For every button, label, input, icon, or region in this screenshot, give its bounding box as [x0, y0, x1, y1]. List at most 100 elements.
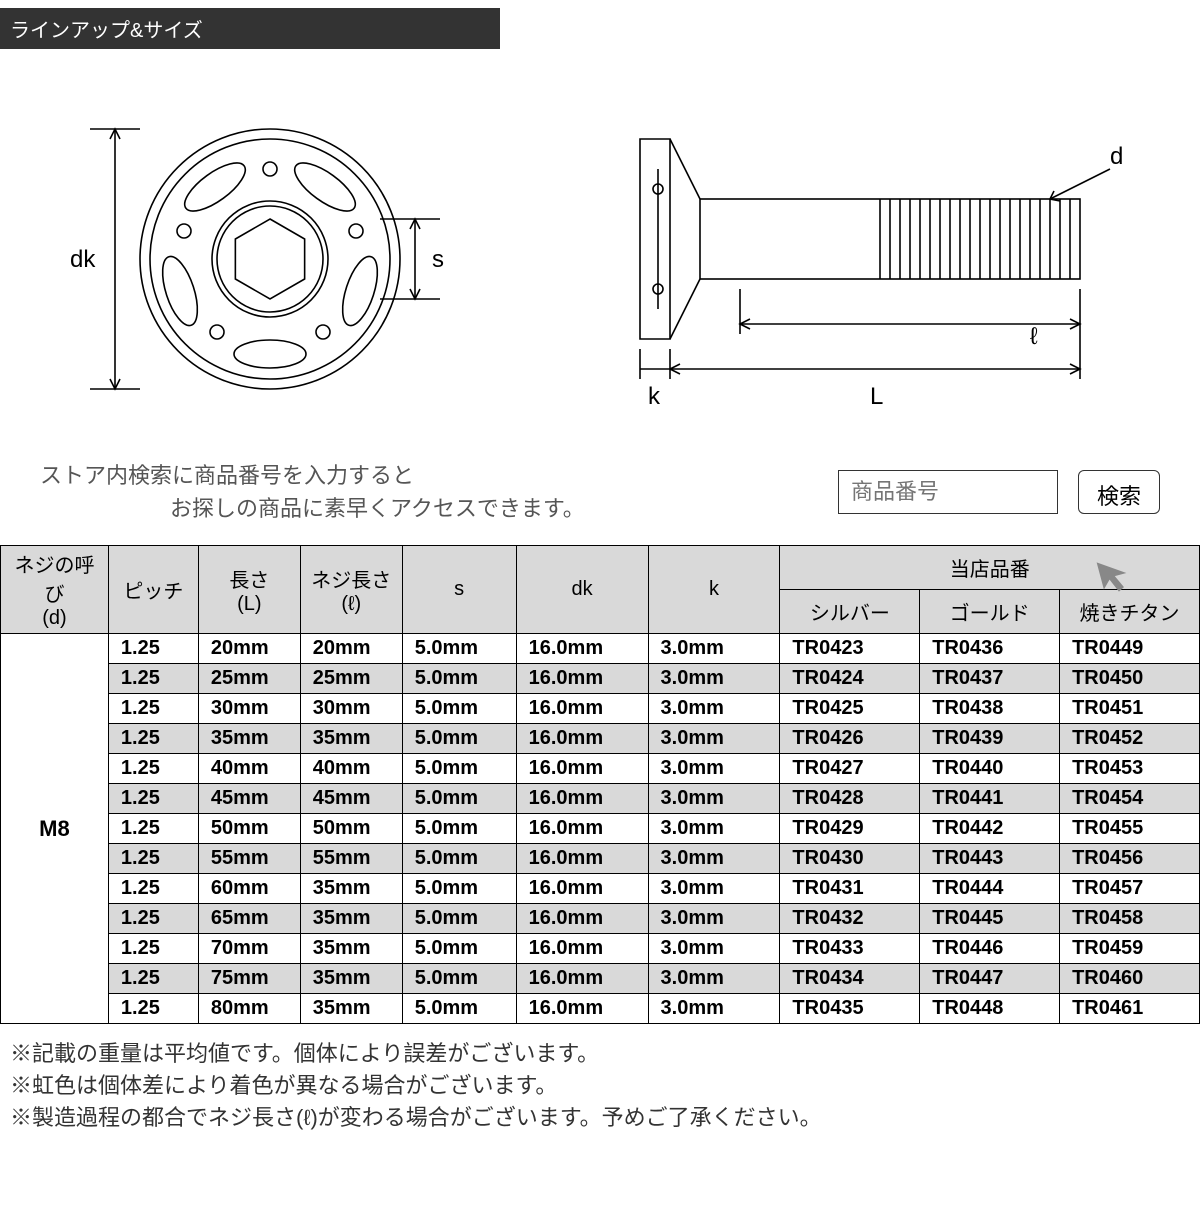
table-row: 1.2565mm35mm5.0mm16.0mm3.0mmTR0432TR0445…	[1, 904, 1200, 934]
th-gold: ゴールド	[920, 590, 1060, 634]
cell-l: 20mm	[300, 634, 402, 664]
th-dk: dk	[516, 546, 648, 634]
th-l: ネジ長さ (ℓ)	[300, 546, 402, 634]
search-hint: ストア内検索に商品番号を入力すると お探しの商品に素早くアクセスできます。	[40, 459, 818, 525]
cell-l: 35mm	[300, 904, 402, 934]
cell-silver: TR0423	[780, 634, 920, 664]
cell-k: 3.0mm	[648, 874, 780, 904]
cell-l: 50mm	[300, 814, 402, 844]
cell-s: 5.0mm	[402, 784, 516, 814]
note-line: ※虹色は個体差により着色が異なる場合がございます。	[10, 1070, 1190, 1102]
cell-L: 35mm	[198, 724, 300, 754]
cell-gold: TR0441	[920, 784, 1060, 814]
cell-pitch: 1.25	[108, 784, 198, 814]
cell-silver: TR0428	[780, 784, 920, 814]
product-number-input[interactable]	[838, 470, 1058, 514]
search-button[interactable]: 検索	[1078, 470, 1160, 514]
cell-gold: TR0438	[920, 694, 1060, 724]
cell-s: 5.0mm	[402, 814, 516, 844]
cell-gold: TR0447	[920, 964, 1060, 994]
cell-L: 20mm	[198, 634, 300, 664]
table-row: M81.2520mm20mm5.0mm16.0mm3.0mmTR0423TR04…	[1, 634, 1200, 664]
cell-pitch: 1.25	[108, 664, 198, 694]
table-row: 1.2545mm45mm5.0mm16.0mm3.0mmTR0428TR0441…	[1, 784, 1200, 814]
cell-gold: TR0446	[920, 934, 1060, 964]
th-d: ネジの呼び (d)	[1, 546, 109, 634]
search-area: ストア内検索に商品番号を入力すると お探しの商品に素早くアクセスできます。 検索	[0, 459, 1200, 545]
cell-s: 5.0mm	[402, 664, 516, 694]
cell-titanium: TR0459	[1060, 934, 1200, 964]
th-s: s	[402, 546, 516, 634]
cell-titanium: TR0456	[1060, 844, 1200, 874]
cell-L: 50mm	[198, 814, 300, 844]
diagram-side-view: d k L ℓ	[580, 79, 1140, 439]
cell-pitch: 1.25	[108, 724, 198, 754]
cell-s: 5.0mm	[402, 724, 516, 754]
cell-silver: TR0427	[780, 754, 920, 784]
bolt-head-diagram: dk s	[60, 89, 480, 429]
cell-titanium: TR0458	[1060, 904, 1200, 934]
cell-dk: 16.0mm	[516, 874, 648, 904]
cell-dk: 16.0mm	[516, 754, 648, 784]
cell-L: 60mm	[198, 874, 300, 904]
cell-k: 3.0mm	[648, 784, 780, 814]
cell-gold: TR0442	[920, 814, 1060, 844]
note-line: ※製造過程の都合でネジ長さ(ℓ)が変わる場合がございます。予めご了承ください。	[10, 1102, 1190, 1134]
section-header: ラインアップ&サイズ	[0, 8, 500, 49]
table-row: 1.2530mm30mm5.0mm16.0mm3.0mmTR0425TR0438…	[1, 694, 1200, 724]
cell-gold: TR0443	[920, 844, 1060, 874]
cell-gold: TR0448	[920, 994, 1060, 1024]
cell-k: 3.0mm	[648, 994, 780, 1024]
cell-silver: TR0431	[780, 874, 920, 904]
th-L: 長さ (L)	[198, 546, 300, 634]
cell-k: 3.0mm	[648, 844, 780, 874]
note-line: ※記載の重量は平均値です。個体により誤差がございます。	[10, 1038, 1190, 1070]
cell-s: 5.0mm	[402, 904, 516, 934]
th-k: k	[648, 546, 780, 634]
table-row: 1.2570mm35mm5.0mm16.0mm3.0mmTR0433TR0446…	[1, 934, 1200, 964]
cell-silver: TR0426	[780, 724, 920, 754]
diagram-front-view: dk s	[60, 89, 520, 429]
cell-l: 45mm	[300, 784, 402, 814]
cell-l: 35mm	[300, 874, 402, 904]
cell-L: 75mm	[198, 964, 300, 994]
d-label: d	[1110, 143, 1123, 170]
cell-l: 35mm	[300, 934, 402, 964]
big-l-label: L	[870, 383, 883, 410]
cell-L: 25mm	[198, 664, 300, 694]
cell-titanium: TR0453	[1060, 754, 1200, 784]
cell-dk: 16.0mm	[516, 664, 648, 694]
cell-k: 3.0mm	[648, 724, 780, 754]
cell-titanium: TR0449	[1060, 634, 1200, 664]
cell-pitch: 1.25	[108, 694, 198, 724]
th-pitch: ピッチ	[108, 546, 198, 634]
table-row: 1.2540mm40mm5.0mm16.0mm3.0mmTR0427TR0440…	[1, 754, 1200, 784]
cell-silver: TR0429	[780, 814, 920, 844]
cell-silver: TR0432	[780, 904, 920, 934]
cell-k: 3.0mm	[648, 634, 780, 664]
cell-l: 35mm	[300, 724, 402, 754]
cell-titanium: TR0451	[1060, 694, 1200, 724]
cell-L: 65mm	[198, 904, 300, 934]
cell-silver: TR0430	[780, 844, 920, 874]
cell-silver: TR0435	[780, 994, 920, 1024]
cell-s: 5.0mm	[402, 934, 516, 964]
cell-s: 5.0mm	[402, 634, 516, 664]
cell-dk: 16.0mm	[516, 964, 648, 994]
cell-l: 40mm	[300, 754, 402, 784]
cell-dk: 16.0mm	[516, 784, 648, 814]
table-row: 1.2575mm35mm5.0mm16.0mm3.0mmTR0434TR0447…	[1, 964, 1200, 994]
cell-pitch: 1.25	[108, 754, 198, 784]
cell-gold: TR0444	[920, 874, 1060, 904]
th-silver: シルバー	[780, 590, 920, 634]
k-label: k	[648, 383, 661, 410]
cell-titanium: TR0452	[1060, 724, 1200, 754]
cell-gold: TR0437	[920, 664, 1060, 694]
cell-silver: TR0434	[780, 964, 920, 994]
s-label: s	[432, 246, 444, 273]
cell-titanium: TR0461	[1060, 994, 1200, 1024]
cell-k: 3.0mm	[648, 664, 780, 694]
dk-label: dk	[70, 246, 96, 273]
cell-k: 3.0mm	[648, 694, 780, 724]
cell-l: 25mm	[300, 664, 402, 694]
